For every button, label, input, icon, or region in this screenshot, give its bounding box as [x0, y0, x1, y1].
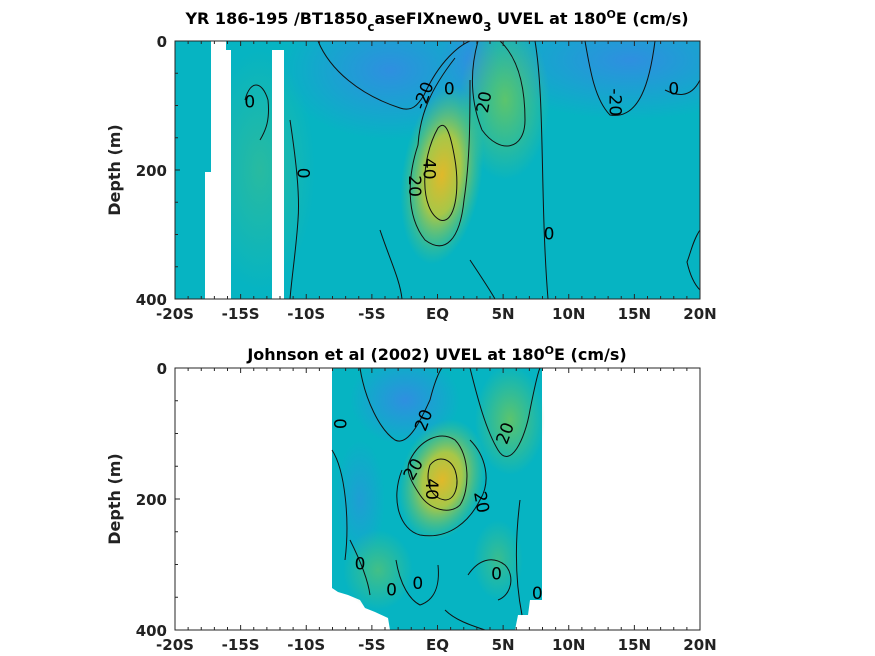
observation-positive-region — [475, 368, 545, 475]
model-undercurrent-core — [400, 85, 484, 265]
model-x-tick-label: 20N — [683, 305, 716, 323]
contour-line — [379, 229, 403, 299]
observation-y-tick-label: 200 — [136, 491, 167, 509]
observation-x-tick-label: 15N — [618, 636, 651, 654]
contour-line — [444, 609, 486, 630]
contour-line — [349, 539, 371, 596]
contour-line — [409, 57, 471, 247]
observation-contour-label: 0 — [355, 555, 366, 575]
model-x-tick-label: -5S — [358, 305, 385, 323]
model-x-tick-label: EQ — [426, 305, 449, 323]
contour-line — [515, 499, 523, 616]
observation-positive-region — [473, 520, 523, 600]
model-x-tick-label: 10N — [552, 305, 585, 323]
contour-line — [396, 439, 487, 537]
model-cell — [226, 41, 231, 50]
observation-contour-label: 0 — [491, 564, 502, 584]
observation-contour-label: 40 — [421, 478, 441, 500]
model-y-axis-label: Depth (m) — [105, 124, 124, 216]
contour-line — [664, 79, 700, 95]
model-missing-region — [272, 41, 284, 299]
observation-y-tick-label: 400 — [136, 622, 167, 640]
model-y-tick-label: 200 — [136, 162, 167, 180]
observation-heatmap — [331, 368, 545, 630]
model-cell — [205, 41, 211, 172]
model-contour-label: 0 — [292, 168, 312, 179]
model-contour-label: 0 — [244, 92, 255, 112]
observation-positive-region — [343, 530, 413, 610]
observation-x-tick-label: -15S — [222, 636, 260, 654]
observation-y-tick-label: 0 — [157, 360, 167, 378]
contour-line — [395, 559, 439, 606]
model-contour-label: 0 — [668, 79, 679, 99]
observation-features — [335, 368, 545, 610]
observation-contour-label: 0 — [412, 574, 423, 594]
contour-line — [686, 229, 700, 291]
contour-line — [407, 435, 468, 511]
observation-x-tick-label: -10S — [287, 636, 325, 654]
model-contour-label: 20 — [473, 90, 496, 115]
contour-line — [584, 41, 656, 116]
model-x-tick-label: -10S — [287, 305, 325, 323]
observation-undercurrent-core — [398, 419, 486, 541]
observation-x-tick-label: 5N — [492, 636, 515, 654]
observation-y-axis: 0 200 400 — [136, 360, 180, 640]
model-cell — [272, 41, 284, 50]
observation-y-axis-label: Depth (m) — [105, 453, 124, 545]
observation-x-tick-label: 10N — [552, 636, 585, 654]
contour-line — [317, 41, 471, 110]
contour-line — [467, 559, 512, 601]
model-contour-label: 40 — [418, 158, 438, 180]
contour-line — [289, 119, 300, 299]
model-y-axis: 0 200 400 — [136, 33, 180, 309]
model-y-tick-label: 0 — [157, 33, 167, 51]
model-contour-label: 20 — [404, 175, 424, 197]
model-panel-title: YR 186-195 /BT1850caseFIXnew03 UVEL at 1… — [184, 8, 688, 35]
contour-line — [359, 368, 443, 442]
contour-line — [534, 41, 549, 299]
model-panel: YR 186-195 /BT1850caseFIXnew03 UVEL at 1… — [105, 8, 717, 324]
model-x-tick-label: 15N — [618, 305, 651, 323]
model-contour-label: 0 — [444, 79, 455, 99]
contour-line — [427, 458, 458, 501]
contour-line — [469, 368, 541, 457]
model-x-axis: -20S -15S -10S -5S EQ 5N 10N 15N 20N — [156, 41, 717, 323]
observation-contour-label: 20 — [469, 490, 492, 515]
model-contour-label: -20 — [605, 88, 625, 116]
model-x-tick-label: -20S — [156, 305, 194, 323]
model-x-tick-label: 5N — [492, 305, 515, 323]
model-heatmap — [175, 41, 700, 299]
observation-x-tick-label: EQ — [426, 636, 449, 654]
observation-contour-label: 0 — [386, 581, 397, 601]
observation-contour-label: 0 — [532, 584, 543, 604]
observation-x-tick-label: -5S — [358, 636, 385, 654]
observation-x-tick-label: -20S — [156, 636, 194, 654]
model-x-tick-label: -15S — [222, 305, 260, 323]
observation-x-tick-label: 20N — [683, 636, 716, 654]
model-contour-label: 0 — [544, 225, 555, 245]
observation-contour-label: 0 — [329, 418, 349, 429]
model-positive-region — [205, 50, 315, 290]
contour-line — [469, 259, 496, 299]
contour-line — [471, 41, 526, 147]
observation-x-axis: -20S -15S -10S -5S EQ 5N 10N 15N 20N — [156, 368, 717, 654]
contour-line — [244, 84, 269, 141]
observation-panel-title: Johnson et al (2002) UVEL at 180OE (cm/s… — [246, 344, 626, 365]
observation-negative-region — [335, 440, 385, 560]
contour-line — [424, 124, 458, 221]
model-y-tick-label: 400 — [136, 291, 167, 309]
observation-panel: Johnson et al (2002) UVEL at 180OE (cm/s… — [105, 344, 717, 655]
contour-line — [331, 449, 348, 561]
